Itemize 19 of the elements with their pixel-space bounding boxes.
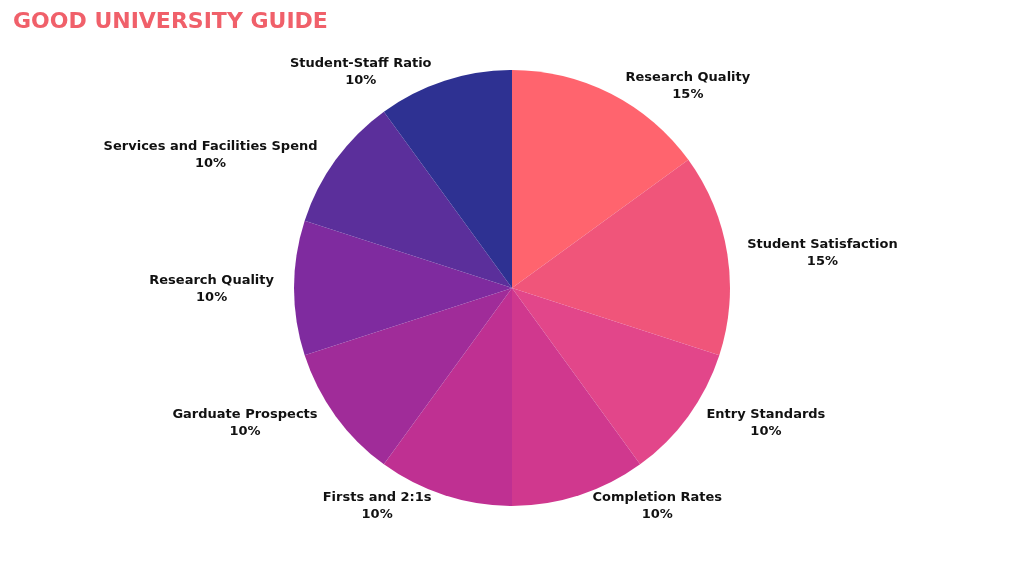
data-label: 10% (229, 423, 261, 439)
slice-label: Entry Standards (706, 406, 826, 422)
slice-label: Research Quality (149, 272, 275, 287)
slice-label: Student-Staff Ratio (289, 55, 432, 71)
data-label: 10% (196, 289, 228, 304)
chart-title: GOOD UNIVERSITY GUIDE (13, 7, 328, 33)
data-label: 10% (361, 505, 393, 521)
slice-label: Services and Facilities Spend (103, 137, 318, 153)
data-label: 10% (641, 505, 673, 521)
slice-label: Research Quality (625, 68, 751, 84)
data-label: 15% (806, 253, 838, 269)
slice-label: Firsts and 2:1s (322, 488, 432, 504)
slice-label: Garduate Prospects (172, 406, 318, 422)
slice-label: Student Satisfaction (747, 236, 898, 252)
slice-label: Completion Rates (592, 488, 723, 504)
data-label: 15% (672, 85, 704, 101)
data-label: 10% (750, 423, 782, 439)
data-label: 10% (345, 72, 377, 88)
data-label: 10% (195, 154, 227, 170)
